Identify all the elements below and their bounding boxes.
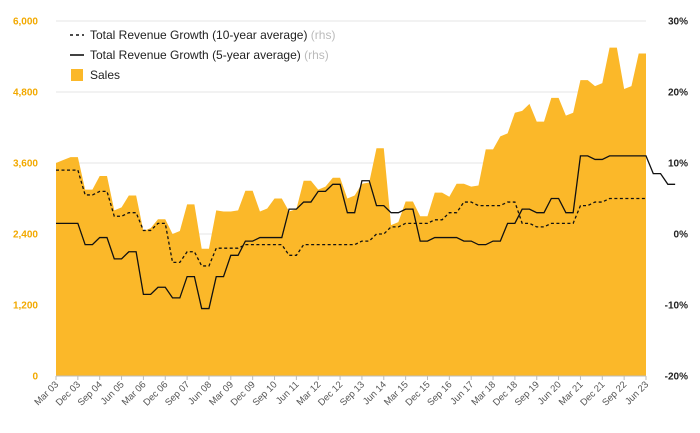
right-tick-label-1: -10%: [665, 301, 688, 312]
right-tick-label-2: 0%: [674, 230, 689, 241]
x-tick-label-10: Sep 10: [251, 379, 280, 408]
right-tick-label-0: -20%: [665, 372, 688, 383]
left-axis: 0 1,200 2,400 3,600 4,800 6,000: [13, 17, 38, 383]
legend: Total Revenue Growth (10-year average) (…: [70, 28, 335, 82]
legend-swatch-sales: [71, 69, 83, 81]
left-tick-label-1: 1,200: [13, 301, 38, 312]
x-tick-label-27: Jun 23: [623, 379, 651, 407]
sales-area: [56, 47, 646, 376]
legend-label-sales: Sales: [90, 68, 120, 82]
sales-area-layer: [56, 47, 646, 376]
right-tick-label-3: 10%: [668, 159, 688, 170]
x-tick-label-26: Sep 22: [600, 379, 629, 408]
growth-lines-layer: [56, 155, 676, 310]
line-10-year-average: [56, 169, 646, 267]
line-5-year-average: [56, 155, 676, 310]
x-tick-label-6: Sep 07: [163, 379, 192, 408]
x-tick-label-22: Sep 19: [513, 379, 542, 408]
x-tick-label-18: Sep 16: [425, 379, 454, 408]
right-tick-label-4: 20%: [668, 88, 688, 99]
legend-label-10y: Total Revenue Growth (10-year average) (…: [90, 28, 335, 42]
left-tick-label-2: 2,400: [13, 230, 38, 241]
right-axis: -20% -10% 0% 10% 20% 30%: [665, 17, 688, 383]
left-tick-label-3: 3,600: [13, 159, 38, 170]
x-tick-label-14: Sep 13: [338, 379, 367, 408]
right-tick-label-5: 30%: [668, 17, 688, 28]
left-tick-label-5: 6,000: [13, 17, 38, 28]
x-tick-label-2: Sep 04: [76, 379, 105, 408]
legend-label-5y: Total Revenue Growth (5-year average) (r…: [90, 48, 329, 62]
left-tick-label-4: 4,800: [13, 88, 38, 99]
left-tick-label-0: 0: [32, 372, 38, 383]
